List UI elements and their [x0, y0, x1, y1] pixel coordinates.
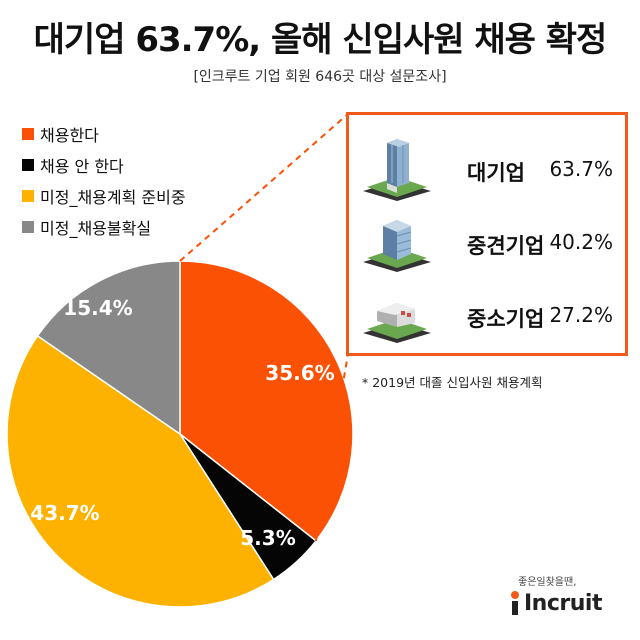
pie-value-label: 15.4% — [63, 296, 132, 320]
legend-item: 채용 안 한다 — [22, 149, 186, 180]
company-size-detail-box: 대기업 63.7% 중견기업 40.2% 중소기업 27.2% — [346, 112, 628, 356]
legend-swatch — [22, 189, 34, 202]
brand-slogan: 좋은일찾을땐, — [518, 577, 577, 588]
legend-label: 미정_채용불확실 — [40, 218, 152, 238]
small-office-icon — [361, 283, 433, 351]
detail-row: 중소기업 27.2% — [349, 281, 625, 351]
legend-label: 미정_채용계획 준비중 — [40, 187, 186, 207]
detail-name: 대기업 — [467, 161, 525, 185]
connector-line — [315, 353, 349, 542]
legend-label: 채용 안 한다 — [40, 156, 124, 176]
legend-item: 채용한다 — [22, 118, 186, 149]
footnote: * 2019년 대졸 신입사원 채용계획 — [362, 375, 543, 390]
detail-value: 63.7% — [549, 157, 613, 181]
skyscraper-icon — [361, 137, 433, 205]
office-tower-icon — [361, 210, 433, 278]
brand-block: 좋은일찾을땐, Incruit — [508, 573, 628, 616]
pie-slice — [179, 260, 354, 542]
pie-value-label: 35.6% — [265, 361, 334, 385]
pie-slice — [36, 260, 181, 436]
detail-value: 27.2% — [549, 303, 613, 327]
legend-swatch — [22, 158, 34, 171]
page-subtitle: [인크루트 기업 회원 646곳 대상 설문조사] — [193, 69, 447, 85]
legend-item: 미정_채용계획 준비중 — [22, 180, 186, 211]
legend-swatch — [22, 127, 34, 140]
detail-row: 중견기업 40.2% — [349, 208, 625, 278]
detail-value: 40.2% — [549, 230, 613, 254]
brand-name: Incruit — [524, 591, 602, 616]
legend-item: 미정_채용불확실 — [22, 211, 186, 242]
pie-value-label: 5.3% — [240, 526, 295, 550]
brand-logo: Incruit — [508, 590, 628, 616]
legend-swatch — [22, 220, 34, 233]
legend-label: 채용한다 — [40, 125, 99, 145]
pie-value-label: 43.7% — [30, 501, 99, 525]
pie-slice — [6, 334, 275, 608]
logo-mark-icon — [508, 590, 522, 616]
detail-row: 대기업 63.7% — [349, 135, 625, 205]
detail-name: 중견기업 — [467, 234, 545, 258]
detail-name: 중소기업 — [467, 307, 545, 331]
connector-line — [179, 113, 349, 262]
page-title: 대기업 63.7%, 올해 신입사원 채용 확정 — [33, 20, 608, 60]
